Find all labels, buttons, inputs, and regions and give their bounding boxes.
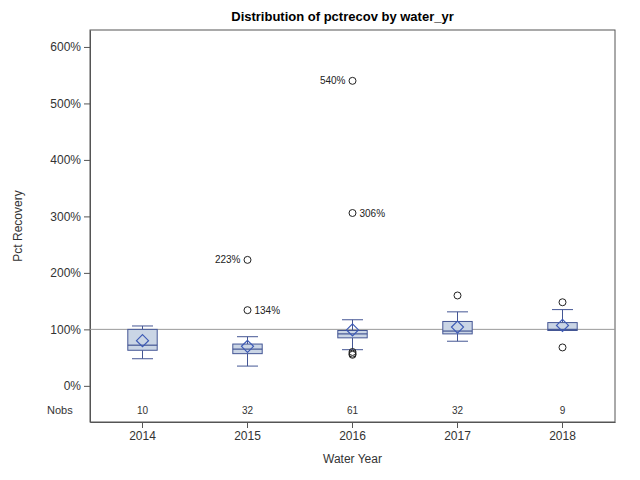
y-axis: 0% 100% 200% 300% 400% 500% 600%	[50, 31, 90, 423]
x-tick-label: 2018	[549, 429, 576, 443]
x-tick-label: 2017	[444, 429, 471, 443]
outlier	[349, 210, 356, 217]
mean-marker	[242, 340, 254, 352]
upper-whisker	[562, 310, 563, 323]
x-axis-title: Water Year	[323, 452, 382, 466]
upper-whisker-cap	[552, 309, 573, 310]
upper-whisker	[142, 326, 143, 329]
y-tick-label: 100%	[50, 323, 81, 337]
nobs-label: Nobs	[47, 404, 73, 416]
y-tick: 100%	[50, 323, 90, 337]
mean-marker	[557, 319, 569, 331]
title: Distribution of pctrecov by water_yr	[231, 9, 454, 24]
plot-area	[90, 77, 615, 366]
box-body	[548, 323, 577, 331]
y-tick-mark	[84, 329, 90, 330]
upper-whisker-cap	[447, 311, 468, 312]
y-tick-label: 600%	[50, 40, 81, 54]
y-tick: 400%	[50, 153, 90, 167]
y-axis-line	[90, 31, 91, 423]
chart: Distribution of pctrecov by water_yr Pct …	[0, 0, 640, 480]
y-tick-label: 500%	[50, 97, 81, 111]
mean-marker	[137, 335, 149, 347]
box	[128, 326, 157, 359]
outlier	[244, 256, 251, 263]
outlier	[349, 77, 356, 84]
outlier	[559, 344, 566, 351]
outlier-label: 134%	[255, 305, 281, 316]
x-tick: 2015	[234, 422, 261, 443]
nobs-value: 32	[452, 405, 464, 416]
nobs-value: 32	[242, 405, 254, 416]
y-tick-mark	[84, 47, 90, 48]
y-tick-label: 300%	[50, 210, 81, 224]
median	[548, 329, 577, 330]
upper-whisker-cap	[132, 325, 153, 326]
lower-whisker	[247, 354, 248, 366]
upper-whisker-cap	[237, 336, 258, 337]
outlier-label: 223%	[215, 254, 241, 265]
y-axis-title: Pct Recovery	[11, 190, 25, 261]
box	[443, 292, 472, 341]
x-tick-mark	[142, 422, 143, 428]
outlier-label: 540%	[320, 75, 346, 86]
y-tick-mark	[84, 216, 90, 217]
upper-whisker-cap	[342, 319, 363, 320]
outlier-labels: 223% 134% 540% 306%	[215, 75, 385, 315]
y-tick-mark	[84, 160, 90, 161]
mean-marker	[452, 321, 464, 333]
median	[128, 345, 157, 346]
outlier	[349, 351, 356, 358]
y-tick-label: 0%	[64, 379, 82, 393]
outlier-label: 306%	[360, 208, 386, 219]
upper-whisker	[352, 320, 353, 331]
outlier	[559, 299, 566, 306]
box-body	[443, 321, 472, 333]
lower-whisker	[457, 334, 458, 341]
mean-marker	[347, 324, 359, 336]
plot-frame	[90, 30, 615, 422]
x-tick: 2017	[444, 422, 471, 443]
y-tick-label: 200%	[50, 266, 81, 280]
lower-whisker	[352, 338, 353, 350]
x-tick-mark	[457, 422, 458, 428]
box-body	[128, 329, 157, 350]
x-tick-mark	[562, 422, 563, 428]
y-tick-label: 400%	[50, 153, 81, 167]
outlier	[244, 307, 251, 314]
y-tick: 600%	[50, 40, 90, 54]
x-tick: 2018	[549, 422, 576, 443]
y-tick-mark	[84, 103, 90, 104]
lower-whisker	[142, 350, 143, 358]
y-tick-mark	[84, 386, 90, 387]
upper-whisker	[457, 312, 458, 322]
x-tick-label: 2016	[339, 429, 366, 443]
median	[338, 333, 367, 334]
median	[233, 349, 262, 350]
lower-whisker-cap	[447, 341, 468, 342]
x-tick-label: 2014	[129, 429, 156, 443]
nobs-value: 9	[560, 405, 566, 416]
x-axis: 2014 2015 2016 2017 2018	[91, 422, 616, 443]
x-tick-mark	[352, 422, 353, 428]
box	[548, 299, 577, 351]
nobs-value: 61	[347, 405, 359, 416]
y-tick: 300%	[50, 210, 90, 224]
y-tick-mark	[84, 273, 90, 274]
x-tick: 2014	[129, 422, 156, 443]
median	[443, 330, 472, 331]
lower-whisker-cap	[237, 366, 258, 367]
x-tick-label: 2015	[234, 429, 261, 443]
outlier	[454, 292, 461, 299]
lower-whisker-cap	[132, 358, 153, 359]
y-tick: 500%	[50, 97, 90, 111]
x-tick: 2016	[339, 422, 366, 443]
y-tick: 0%	[64, 379, 90, 393]
y-tick: 200%	[50, 266, 90, 280]
nobs-value: 10	[137, 405, 149, 416]
x-tick-mark	[247, 422, 248, 428]
